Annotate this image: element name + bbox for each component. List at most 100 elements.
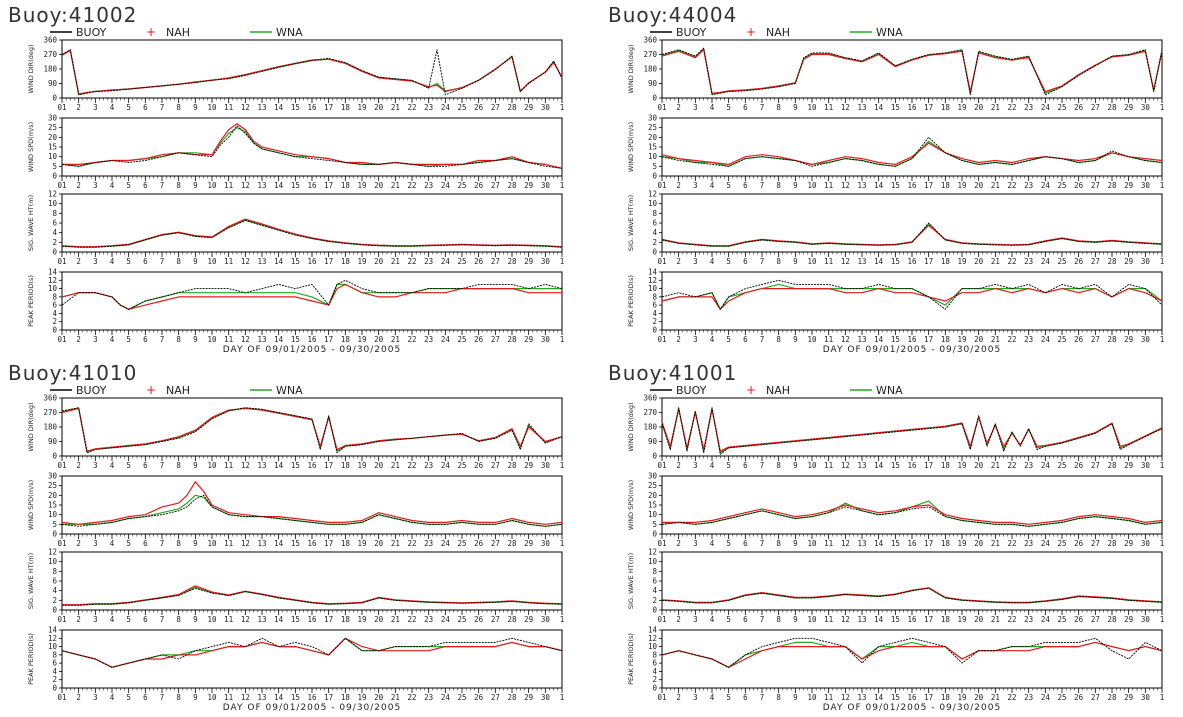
legend-marker-nah: + xyxy=(746,25,756,39)
x-tick-label: 7 xyxy=(160,539,165,548)
x-tick-label: 28 xyxy=(507,257,517,266)
x-tick-label: 9 xyxy=(793,103,798,112)
x-tick-label: 20 xyxy=(374,103,384,112)
y-tick-label: 10 xyxy=(48,152,58,161)
x-tick-label: 11 xyxy=(824,181,833,190)
y-tick-label: 180 xyxy=(643,65,657,74)
x-tick-label: 15 xyxy=(291,461,300,470)
y-tick-label: 0 xyxy=(652,326,657,335)
x-tick-label: 23 xyxy=(424,615,433,624)
x-tick-label: 5 xyxy=(126,615,131,624)
x-tick-label: 15 xyxy=(291,615,300,624)
x-tick-label: 8 xyxy=(776,257,781,266)
x-tick-label: 13 xyxy=(257,181,266,190)
y-tick-label: 6 xyxy=(652,301,657,310)
chart-title: Buoy:41002 xyxy=(8,3,137,27)
y-tick-label: 15 xyxy=(48,143,57,152)
x-tick-label: 5 xyxy=(126,181,131,190)
plot-buoy-41001: Buoy:41001 BUOY + NAH WNA 0 90 180 270 360 WIND DI… xyxy=(600,358,1180,713)
x-tick-label: 21 xyxy=(391,257,400,266)
y-tick-label: 12 xyxy=(48,190,57,199)
x-tick-label: 24 xyxy=(441,693,451,702)
x-tick-label: 6 xyxy=(743,181,748,190)
x-tick-label: 12 xyxy=(241,181,250,190)
x-tick-label: 2 xyxy=(76,693,81,702)
series-line-buoy xyxy=(61,407,563,454)
x-tick-label: 17 xyxy=(324,693,333,702)
x-tick-label: 20 xyxy=(374,693,384,702)
x-tick-label: 30 xyxy=(1141,539,1151,548)
x-tick-label: 8 xyxy=(176,461,181,470)
x-tick-label: 19 xyxy=(957,103,966,112)
x-tick-label: 28 xyxy=(507,461,517,470)
x-tick-label: 9 xyxy=(793,461,798,470)
x-tick-label: 16 xyxy=(907,335,917,344)
x-tick-label: 18 xyxy=(341,103,351,112)
x-tick-label: 13 xyxy=(257,615,266,624)
y-tick-label: 20 xyxy=(48,133,58,142)
x-tick-label: 16 xyxy=(307,615,317,624)
y-tick-label: 6 xyxy=(52,301,57,310)
x-tick-label: 16 xyxy=(907,257,917,266)
y-tick-label: 2 xyxy=(52,317,57,326)
x-tick-label: 5 xyxy=(126,539,131,548)
x-tick-label: 01 xyxy=(57,693,66,702)
x-tick-label: 29 xyxy=(524,693,533,702)
x-tick-label: 14 xyxy=(874,461,884,470)
x-tick-label: 2 xyxy=(676,693,681,702)
x-tick-label: 26 xyxy=(474,693,484,702)
x-tick-label: 23 xyxy=(424,461,433,470)
y-tick-label: 6 xyxy=(652,577,657,586)
y-tick-label: 90 xyxy=(48,437,58,446)
series-line-buoy xyxy=(61,49,563,96)
y-tick-label: 0 xyxy=(652,684,657,693)
x-tick-label: 12 xyxy=(841,257,850,266)
x-tick-label: 23 xyxy=(1024,181,1033,190)
x-tick-label: 22 xyxy=(1007,693,1016,702)
x-tick-label: 6 xyxy=(743,693,748,702)
x-tick-label: 24 xyxy=(1041,103,1051,112)
x-tick-label: 17 xyxy=(324,181,333,190)
x-tick-label: 28 xyxy=(1107,335,1117,344)
x-tick-label: 17 xyxy=(924,257,933,266)
x-tick-label: 7 xyxy=(160,181,165,190)
legend-item-nah: + NAH xyxy=(746,25,790,39)
x-tick-label: 1 xyxy=(1160,615,1165,624)
x-tick-label: 10 xyxy=(807,615,817,624)
series-line-nah xyxy=(61,637,563,668)
x-tick-label: 21 xyxy=(991,539,1000,548)
x-tick-label: 28 xyxy=(507,103,517,112)
y-axis-label: SIG. WAVE HT(m) xyxy=(27,195,35,251)
y-tick-label: 8 xyxy=(52,567,57,576)
x-tick-label: 3 xyxy=(693,461,698,470)
series-line-nah xyxy=(661,288,1163,310)
x-tick-label: 29 xyxy=(1124,539,1133,548)
legend-item-buoy: BUOY xyxy=(650,26,707,39)
x-tick-label: 12 xyxy=(841,615,850,624)
x-tick-label: 28 xyxy=(507,335,517,344)
x-tick-label: 25 xyxy=(1057,693,1066,702)
x-tick-label: 01 xyxy=(657,181,666,190)
x-tick-label: 3 xyxy=(93,461,98,470)
series-line-nah xyxy=(661,142,1163,165)
series-line-buoy xyxy=(61,220,563,248)
x-tick-label: 5 xyxy=(726,257,731,266)
x-tick-label: 1 xyxy=(1160,693,1165,702)
x-tick-label: 4 xyxy=(110,693,115,702)
x-tick-label: 26 xyxy=(474,539,484,548)
x-tick-label: 15 xyxy=(891,615,900,624)
x-tick-label: 29 xyxy=(524,461,533,470)
x-tick-label: 22 xyxy=(1007,539,1016,548)
x-tick-label: 17 xyxy=(924,615,933,624)
series-line-buoy xyxy=(661,637,1163,668)
chart-title: Buoy:41001 xyxy=(608,361,737,385)
x-tick-label: 25 xyxy=(1057,615,1066,624)
x-tick-label: 22 xyxy=(1007,461,1016,470)
x-tick-label: 19 xyxy=(357,335,366,344)
x-tick-label: 13 xyxy=(257,693,266,702)
y-axis-label: PEAK PERIOD(s) xyxy=(27,633,35,685)
series-line-buoy xyxy=(661,506,1163,527)
y-tick-label: 12 xyxy=(648,190,657,199)
